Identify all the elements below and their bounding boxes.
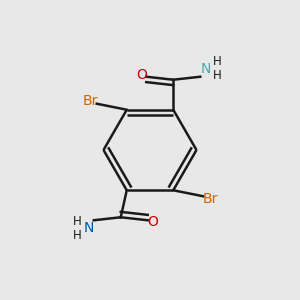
Text: H: H	[212, 69, 221, 82]
Text: Br: Br	[202, 192, 218, 206]
Text: Br: Br	[82, 94, 98, 108]
Text: H: H	[212, 55, 221, 68]
Text: H: H	[73, 215, 82, 228]
Text: O: O	[147, 215, 158, 229]
Text: O: O	[136, 68, 147, 82]
Text: N: N	[200, 62, 211, 76]
Text: H: H	[73, 229, 82, 242]
Text: N: N	[83, 221, 94, 235]
